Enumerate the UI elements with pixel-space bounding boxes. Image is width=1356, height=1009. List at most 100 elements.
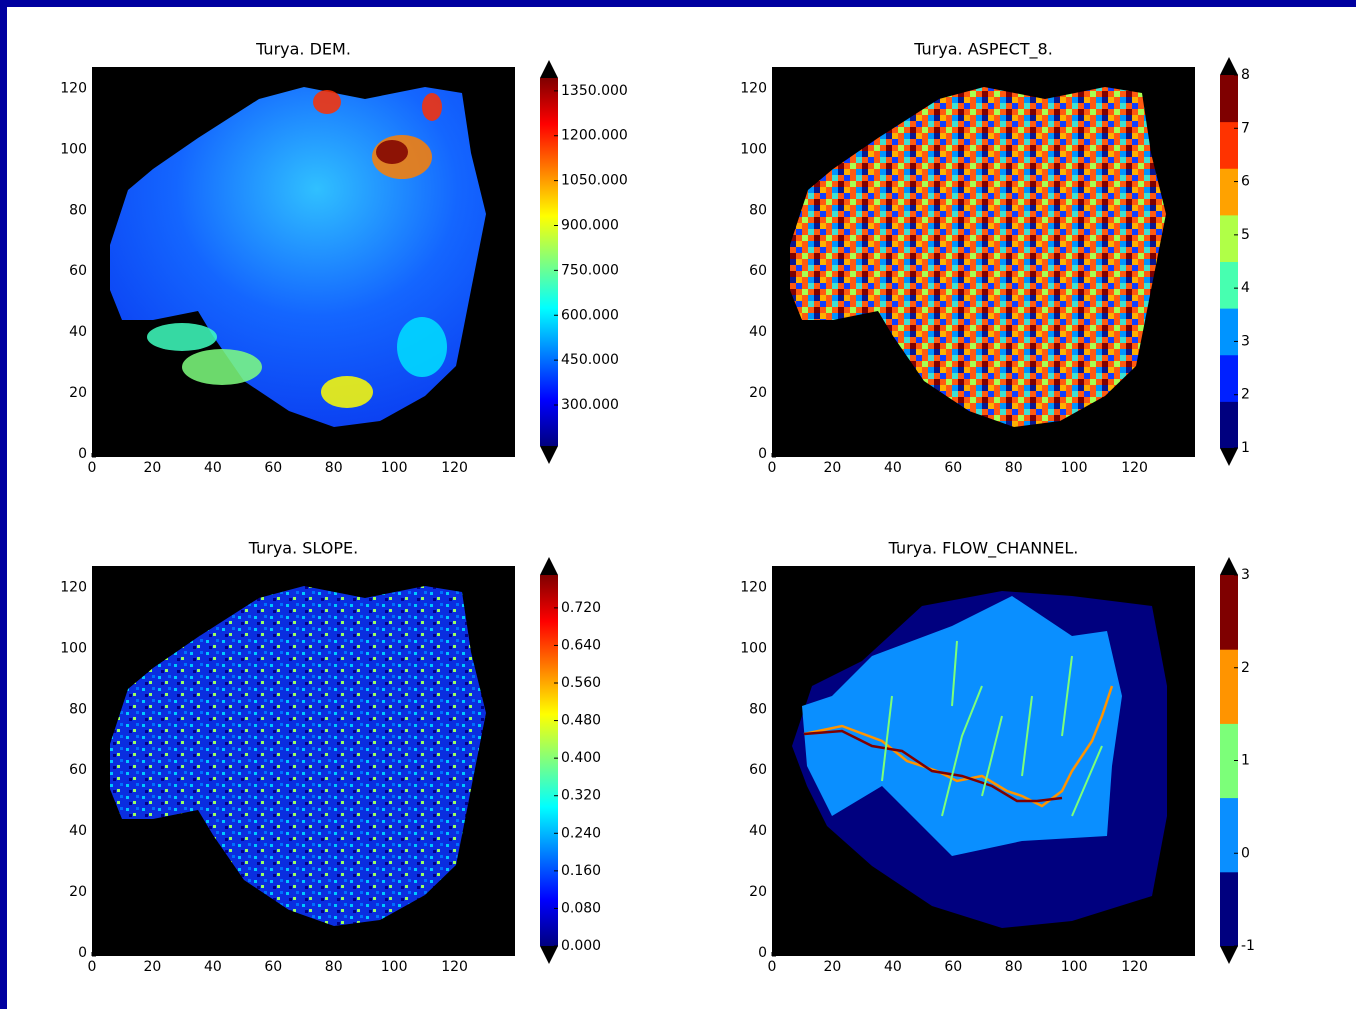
y-tick-label: 40 — [69, 324, 87, 340]
y-tick-label: 40 — [749, 823, 767, 839]
y-tick-label: 80 — [749, 701, 767, 717]
colorbar-tick-label: 900.000 — [561, 217, 619, 233]
colorbar-tick-label: 0.480 — [561, 713, 601, 729]
colorbar-tick-label: 600.000 — [561, 307, 619, 323]
y-tick-label: 60 — [69, 263, 87, 279]
colorbar-tick-label: 1 — [1241, 753, 1250, 769]
colorbar-tick-label: 8 — [1241, 67, 1250, 83]
colorbar — [540, 575, 558, 946]
x-tick-label: 80 — [325, 460, 343, 476]
colorbar-extend — [1220, 448, 1238, 466]
colorbar-tick-label: 0 — [1241, 845, 1250, 861]
x-tick-label: 20 — [824, 959, 842, 975]
y-tick-label: 20 — [749, 884, 767, 900]
x-tick-label: 0 — [88, 959, 97, 975]
y-tick-label: 80 — [69, 202, 87, 218]
y-tick-label: 120 — [740, 579, 767, 595]
x-tick-label: 60 — [944, 959, 962, 975]
x-tick-label: 40 — [884, 460, 902, 476]
colorbar-tick-label: 3 — [1241, 333, 1250, 349]
colorbar-tick-label: 2 — [1241, 660, 1250, 676]
x-tick-label: 20 — [824, 460, 842, 476]
colorbar-tick-label: 300.000 — [561, 397, 619, 413]
colorbar-tick-label: 750.000 — [561, 262, 619, 278]
y-tick-label: 120 — [60, 579, 87, 595]
x-tick-label: 120 — [441, 959, 468, 975]
x-tick-label: 80 — [1005, 959, 1023, 975]
colorbar-extend — [1220, 557, 1238, 575]
colorbar — [540, 78, 558, 446]
x-tick-label: 40 — [204, 959, 222, 975]
y-tick-label: 40 — [749, 324, 767, 340]
y-tick-label: 100 — [740, 141, 767, 157]
x-tick-label: 20 — [144, 460, 162, 476]
colorbar-tick-label: 7 — [1241, 120, 1250, 136]
y-tick-label: 100 — [60, 141, 87, 157]
patch — [182, 349, 262, 385]
colorbar-band — [1220, 308, 1238, 355]
y-tick-label: 60 — [69, 762, 87, 778]
page: {"chart_data": [ {"type": "heatmap", "ti… — [0, 0, 1356, 1009]
patch — [397, 317, 447, 377]
x-tick-label: 100 — [1061, 460, 1088, 476]
x-tick-label: 80 — [1005, 460, 1023, 476]
y-tick-label: 20 — [749, 385, 767, 401]
colorbar-extend — [1220, 57, 1238, 75]
y-tick-label: 120 — [60, 80, 87, 96]
colorbar-extend — [1220, 946, 1238, 964]
colorbar-tick-label: 0.400 — [561, 750, 601, 766]
colorbar-tick-label: 1350.000 — [561, 83, 628, 99]
colorbar-tick-label: 1050.000 — [561, 173, 628, 189]
colorbar-tick-label: 0.000 — [561, 938, 601, 954]
colorbar-tick-label: 0.240 — [561, 825, 601, 841]
colorbar-tick-label: 0.640 — [561, 637, 601, 653]
y-tick-label: 0 — [758, 446, 767, 462]
colorbar-tick-label: 0.720 — [561, 600, 601, 616]
y-tick-label: 120 — [740, 80, 767, 96]
x-tick-label: 0 — [768, 959, 777, 975]
patch — [376, 140, 408, 164]
colorbar-band — [1220, 872, 1238, 947]
colorbar-extend — [540, 446, 558, 464]
x-tick-label: 100 — [381, 959, 408, 975]
x-tick-label: 120 — [441, 460, 468, 476]
y-tick-label: 0 — [758, 945, 767, 961]
colorbar-band — [1220, 215, 1238, 262]
x-tick-label: 120 — [1121, 460, 1148, 476]
colorbar-tick-label: 3 — [1241, 567, 1250, 583]
colorbar-tick-label: 450.000 — [561, 352, 619, 368]
colorbar-tick-label: 0.080 — [561, 900, 601, 916]
patch — [422, 93, 442, 121]
colorbar-tick-label: 0.560 — [561, 675, 601, 691]
colorbar-band — [1220, 401, 1238, 448]
y-tick-label: 0 — [78, 945, 87, 961]
y-tick-label: 100 — [740, 640, 767, 656]
y-tick-label: 80 — [749, 202, 767, 218]
y-tick-label: 60 — [749, 762, 767, 778]
chart-title: Turya. FLOW_CHANNEL. — [888, 539, 1079, 559]
x-tick-label: 0 — [768, 460, 777, 476]
x-tick-label: 0 — [88, 460, 97, 476]
y-tick-label: 40 — [69, 823, 87, 839]
chart-title: Turya. ASPECT_8. — [913, 40, 1053, 60]
y-tick-label: 0 — [78, 446, 87, 462]
y-tick-label: 100 — [60, 640, 87, 656]
x-tick-label: 60 — [264, 460, 282, 476]
colorbar-tick-label: 0.320 — [561, 788, 601, 804]
colorbar-tick-label: 0.160 — [561, 863, 601, 879]
colorbar-band — [1220, 575, 1238, 650]
x-tick-label: 80 — [325, 959, 343, 975]
colorbar-tick-label: 4 — [1241, 280, 1250, 296]
x-tick-label: 60 — [944, 460, 962, 476]
colorbar-band — [1220, 798, 1238, 873]
x-tick-label: 100 — [1061, 959, 1088, 975]
colorbar-band — [1220, 168, 1238, 215]
colorbar-extend — [540, 60, 558, 78]
colorbar-band — [1220, 75, 1238, 122]
x-tick-label: 40 — [204, 460, 222, 476]
colorbar-extend — [540, 557, 558, 575]
patch — [313, 90, 341, 114]
colorbar-tick-label: 1200.000 — [561, 128, 628, 144]
chart-title: Turya. DEM. — [255, 40, 351, 59]
